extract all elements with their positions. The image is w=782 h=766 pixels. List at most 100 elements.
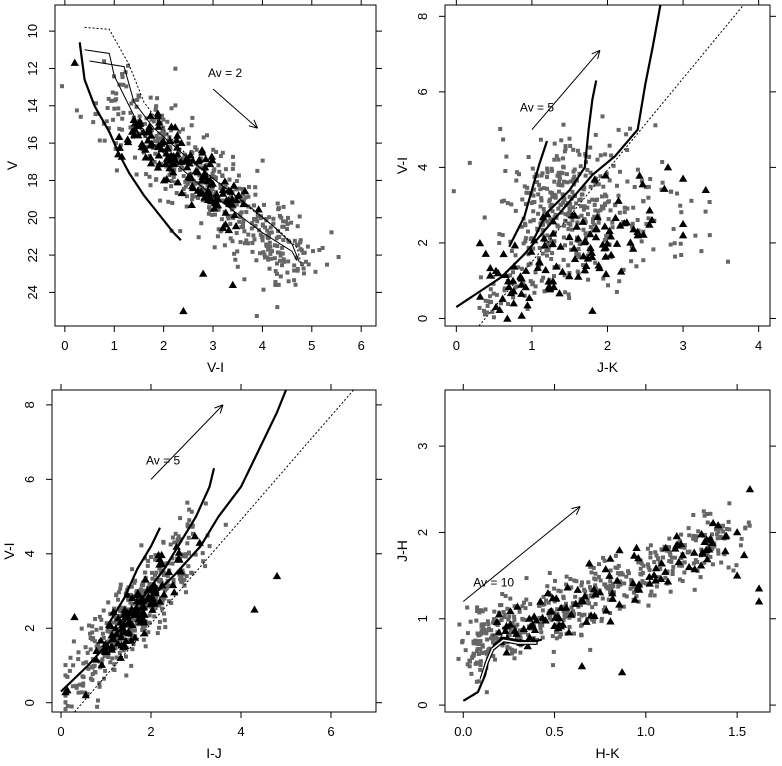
field-star-point: [74, 683, 79, 688]
field-star-point: [566, 292, 571, 297]
y-tick-label: 0: [22, 699, 37, 706]
field-star-point: [678, 241, 683, 246]
member-star-triangle: [173, 178, 183, 186]
field-star-point: [476, 642, 481, 646]
field-star-point: [290, 200, 295, 205]
member-star-triangle: [732, 571, 742, 579]
arrow-head: [571, 506, 581, 510]
field-star-point: [497, 232, 502, 237]
field-star-point: [195, 165, 200, 170]
member-star-triangle: [552, 594, 561, 602]
member-star-triangle: [201, 154, 210, 163]
field-star-point: [214, 150, 219, 154]
field-star-point: [211, 169, 216, 173]
y-tick-label: 14: [25, 99, 40, 113]
field-star-point: [722, 552, 727, 557]
member-star-triangle: [240, 187, 250, 195]
field-star-point: [611, 581, 615, 586]
field-star-point: [88, 676, 93, 681]
field-star-point: [593, 208, 598, 213]
field-star-point: [152, 139, 157, 144]
field-star-point: [579, 192, 584, 197]
field-star-point: [651, 247, 656, 252]
y-tick-label: 0: [415, 315, 430, 322]
field-star-point: [565, 614, 570, 619]
field-star-point: [192, 181, 197, 186]
field-star-point: [298, 240, 303, 245]
y-tick-label: 4: [415, 164, 430, 171]
field-star-point: [273, 269, 278, 274]
field-star-point: [596, 209, 600, 214]
field-star-point: [483, 650, 488, 655]
y-tick-label: 6: [22, 476, 37, 483]
field-star-point: [512, 617, 517, 622]
member-star-triangle: [117, 152, 127, 160]
field-star-point: [280, 245, 285, 250]
field-star-point: [588, 225, 593, 230]
field-star-point: [120, 72, 125, 76]
member-star-triangle: [177, 188, 186, 197]
member-star-triangle: [494, 628, 504, 636]
member-star-triangle: [168, 159, 177, 168]
field-star-point: [558, 589, 563, 594]
field-star-point: [667, 536, 672, 541]
field-star-point: [537, 182, 541, 187]
field-star-point: [575, 220, 580, 225]
field-star-point: [460, 638, 465, 643]
member-star-triangle: [661, 543, 671, 552]
member-star-triangle: [548, 239, 557, 248]
field-star-point: [153, 606, 158, 611]
field-star-point: [199, 221, 204, 226]
member-star-triangle: [143, 128, 153, 136]
x-tick-label: 2: [160, 338, 167, 353]
field-star-point: [233, 257, 238, 262]
field-star-point: [542, 210, 547, 215]
field-star-point: [301, 266, 306, 271]
field-star-point: [569, 585, 574, 590]
field-star-point: [135, 97, 140, 102]
member-star-triangle: [564, 628, 574, 636]
member-star-triangle: [173, 131, 182, 139]
member-star-triangle: [628, 244, 638, 252]
member-star-triangle: [517, 280, 526, 288]
field-star-point: [231, 162, 236, 167]
field-star-point: [262, 202, 266, 207]
member-star-triangle: [117, 641, 126, 649]
field-star-point: [552, 192, 557, 197]
member-star-triangle: [141, 575, 150, 583]
field-star-point: [285, 227, 289, 231]
x-tick-label: 0.5: [546, 724, 564, 739]
field-star-point: [160, 113, 164, 118]
field-star-point: [557, 176, 562, 181]
field-star-point: [130, 567, 135, 572]
field-star-point: [706, 540, 711, 545]
field-star-point: [260, 234, 265, 239]
member-star-triangle: [491, 266, 501, 274]
field-star-point: [734, 563, 739, 568]
field-star-point: [280, 263, 284, 268]
field-star-point: [576, 247, 581, 251]
field-star-point: [603, 582, 608, 587]
field-star-point: [562, 149, 567, 154]
field-star-point: [586, 580, 591, 585]
member-star-triangle: [578, 597, 588, 605]
field-star-point: [616, 584, 621, 589]
member-star-triangle: [582, 261, 591, 269]
field-star-point: [582, 612, 587, 617]
field-star-point: [140, 628, 145, 632]
field-star-point: [478, 647, 483, 651]
field-star-point: [660, 180, 665, 185]
field-star-point: [631, 205, 636, 210]
field-star-point: [474, 641, 479, 646]
field-star-point: [505, 201, 510, 206]
y-tick-label: 3: [415, 442, 430, 449]
member-star-triangle: [684, 562, 694, 571]
member-star-triangle: [615, 546, 624, 554]
field-star-point: [669, 555, 674, 560]
field-star-point: [225, 214, 230, 219]
field-star-point: [234, 187, 239, 192]
field-star-point: [567, 296, 572, 301]
field-star-point: [546, 221, 551, 226]
member-star-triangle: [678, 219, 688, 228]
member-star-triangle: [628, 578, 638, 587]
